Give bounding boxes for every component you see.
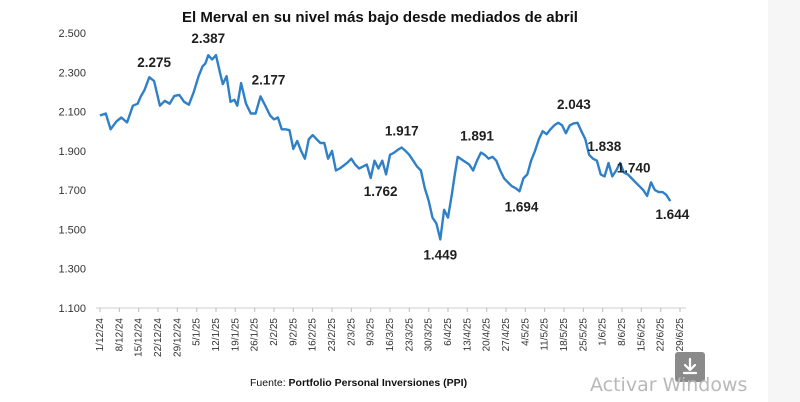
y-tick-label: 1.100: [58, 303, 86, 315]
data-label: 1.917: [385, 124, 419, 139]
x-tick-label: 2/2/25: [269, 318, 280, 346]
x-tick-label: 6/4/25: [443, 318, 454, 346]
x-tick-label: 9/2/25: [288, 318, 299, 346]
y-axis: 2.500 2.300 2.100 1.900 1.700 1.500 1.300 1.100: [58, 28, 86, 315]
data-label: 2.275: [137, 55, 171, 70]
download-button[interactable]: [675, 352, 705, 382]
x-tick-label: 18/5/25: [559, 318, 570, 352]
data-label: 1.838: [587, 139, 621, 154]
x-tick-label: 25/5/25: [578, 318, 589, 352]
data-label: 1.740: [617, 160, 651, 175]
x-tick-label: 29/12/24: [172, 318, 183, 357]
right-edge-panel: [768, 0, 800, 402]
source-note: Fuente: Portfolio Personal Inversiones (…: [250, 377, 467, 389]
x-tick-label: 16/2/25: [308, 318, 319, 352]
activation-watermark: Activar Windows: [590, 374, 748, 396]
x-tick-label: 12/1/25: [211, 318, 222, 352]
y-tick-label: 2.100: [58, 107, 86, 119]
x-tick-label: 8/6/25: [617, 318, 628, 346]
x-tick-label: 29/6/25: [675, 318, 686, 352]
x-tick-label: 27/4/25: [501, 318, 512, 352]
x-tick-label: 16/3/25: [385, 318, 396, 352]
x-tick-label: 1/12/24: [95, 318, 106, 352]
download-icon: [682, 357, 698, 375]
data-label: 1.644: [655, 207, 689, 222]
source-prefix: Fuente:: [250, 377, 289, 389]
x-tick-label: 13/4/25: [462, 318, 473, 352]
x-tick-label: 23/3/25: [404, 318, 415, 352]
data-label: 1.762: [364, 184, 398, 199]
x-tick-label: 4/5/25: [520, 318, 531, 346]
data-label: 1.449: [423, 247, 457, 262]
x-tick-label: 1/6/25: [598, 318, 609, 346]
data-label: 2.387: [191, 31, 225, 46]
data-label: 1.694: [505, 199, 539, 214]
x-tick-label: 23/2/25: [327, 318, 338, 352]
y-tick-label: 2.500: [58, 28, 86, 40]
x-tick-label: 22/6/25: [656, 318, 667, 352]
x-tick-label: 15/12/24: [134, 318, 145, 357]
x-tick-label: 11/5/25: [540, 318, 551, 351]
x-tick-label: 20/4/25: [482, 318, 493, 352]
chart-title: El Merval en su nivel más bajo desde med…: [182, 9, 578, 26]
x-tick-label: 19/1/25: [230, 318, 241, 352]
x-tick-label: 5/1/25: [192, 318, 203, 346]
data-label: 2.177: [252, 72, 286, 87]
y-tick-label: 1.900: [58, 146, 86, 158]
data-label: 1.891: [460, 129, 494, 144]
merval-series-line: [99, 54, 672, 241]
y-tick-label: 1.300: [58, 264, 86, 276]
y-tick-label: 1.700: [58, 185, 86, 197]
x-tick-label: 9/3/25: [366, 318, 377, 346]
y-tick-label: 2.300: [58, 67, 86, 79]
x-tick-label: 15/6/25: [636, 318, 647, 352]
x-tick-label: 2/3/25: [346, 318, 357, 346]
data-label: 2.043: [557, 97, 591, 112]
x-tick-label: 30/3/25: [424, 318, 435, 352]
data-labels: 2.275 2.387 2.177 1.917 1.762 1.891 1.449 1.694…: [137, 31, 689, 262]
x-tick-label: 8/12/24: [114, 318, 125, 352]
y-tick-label: 1.500: [58, 224, 86, 236]
x-tick-label: 22/12/24: [153, 318, 164, 357]
x-axis: 1/12/24 8/12/24 15/12/24 22/12/24 29/12/24 5/…: [95, 308, 686, 357]
source-name: Portfolio Personal Inversiones (PPI): [289, 377, 468, 389]
x-tick-label: 26/1/25: [250, 318, 261, 352]
